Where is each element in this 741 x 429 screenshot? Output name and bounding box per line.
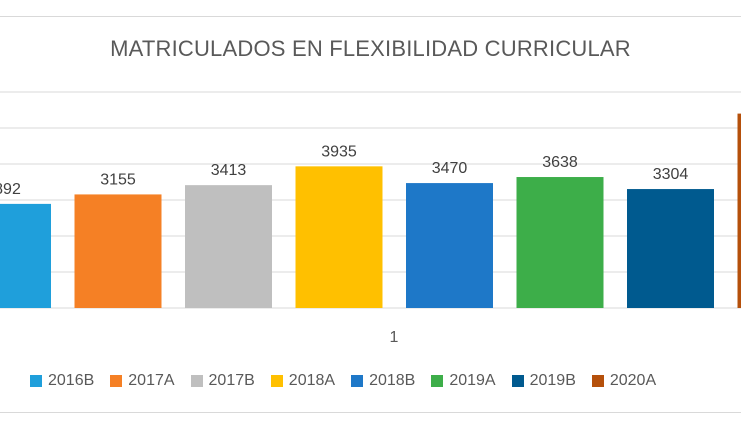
legend-label: 2019B <box>529 372 576 389</box>
data-label-2018B: 3470 <box>432 160 468 177</box>
legend-swatch <box>190 375 203 387</box>
legend-label: 2017B <box>208 372 255 389</box>
legend-label: 2020A <box>609 372 657 389</box>
chart-legend: 2016B 2017A 2017B 2018A 2018B 2019A 2019B 2020A <box>30 372 656 390</box>
legend-item-2017A: 2017A <box>110 372 175 390</box>
chart-title: MATRICULADOS EN FLEXIBILIDAD CURRICULAR <box>110 36 631 61</box>
legend-item-2019A: 2019A <box>431 372 496 390</box>
bar-2016B <box>0 203 51 308</box>
x-category-label: 1 <box>390 329 399 346</box>
legend-item-2018B: 2018B <box>351 372 415 390</box>
bar-2017A <box>74 194 162 308</box>
legend-item-2019B: 2019B <box>511 372 576 390</box>
data-label-2019A: 3638 <box>542 154 578 171</box>
bar-2019A <box>516 177 604 308</box>
bar-2018A <box>295 166 383 308</box>
legend-swatch <box>351 375 364 387</box>
legend-swatch <box>110 375 123 387</box>
bar-2020A <box>737 113 741 308</box>
data-label-2017B: 3413 <box>211 162 247 179</box>
legend-swatch <box>431 375 444 387</box>
bar-2017B <box>185 185 272 308</box>
legend-swatch <box>511 375 524 387</box>
legend-item-2017B: 2017B <box>190 372 255 390</box>
legend-swatch <box>30 375 42 387</box>
data-label-2019B: 3304 <box>653 166 689 183</box>
legend-label: 2016B <box>48 372 95 389</box>
legend-label: 2019A <box>449 372 496 389</box>
bottom-border <box>0 412 741 413</box>
data-label-2016B: 892 <box>0 181 21 198</box>
legend-label: 2018B <box>369 372 416 389</box>
legend-label: 2017A <box>128 372 175 389</box>
legend-label: 2018A <box>288 372 336 389</box>
legend-swatch <box>270 375 283 387</box>
bar-2019B <box>627 189 714 308</box>
legend-item-2016B: 2016B <box>30 372 94 390</box>
data-label-2017A: 3155 <box>100 171 136 188</box>
legend-swatch <box>591 375 604 387</box>
data-label-2018A: 3935 <box>321 143 357 160</box>
bar-2018B <box>406 183 493 308</box>
top-border <box>0 16 741 17</box>
legend-item-2020A: 2020A <box>591 372 657 390</box>
legend-item-2018A: 2018A <box>270 372 336 390</box>
